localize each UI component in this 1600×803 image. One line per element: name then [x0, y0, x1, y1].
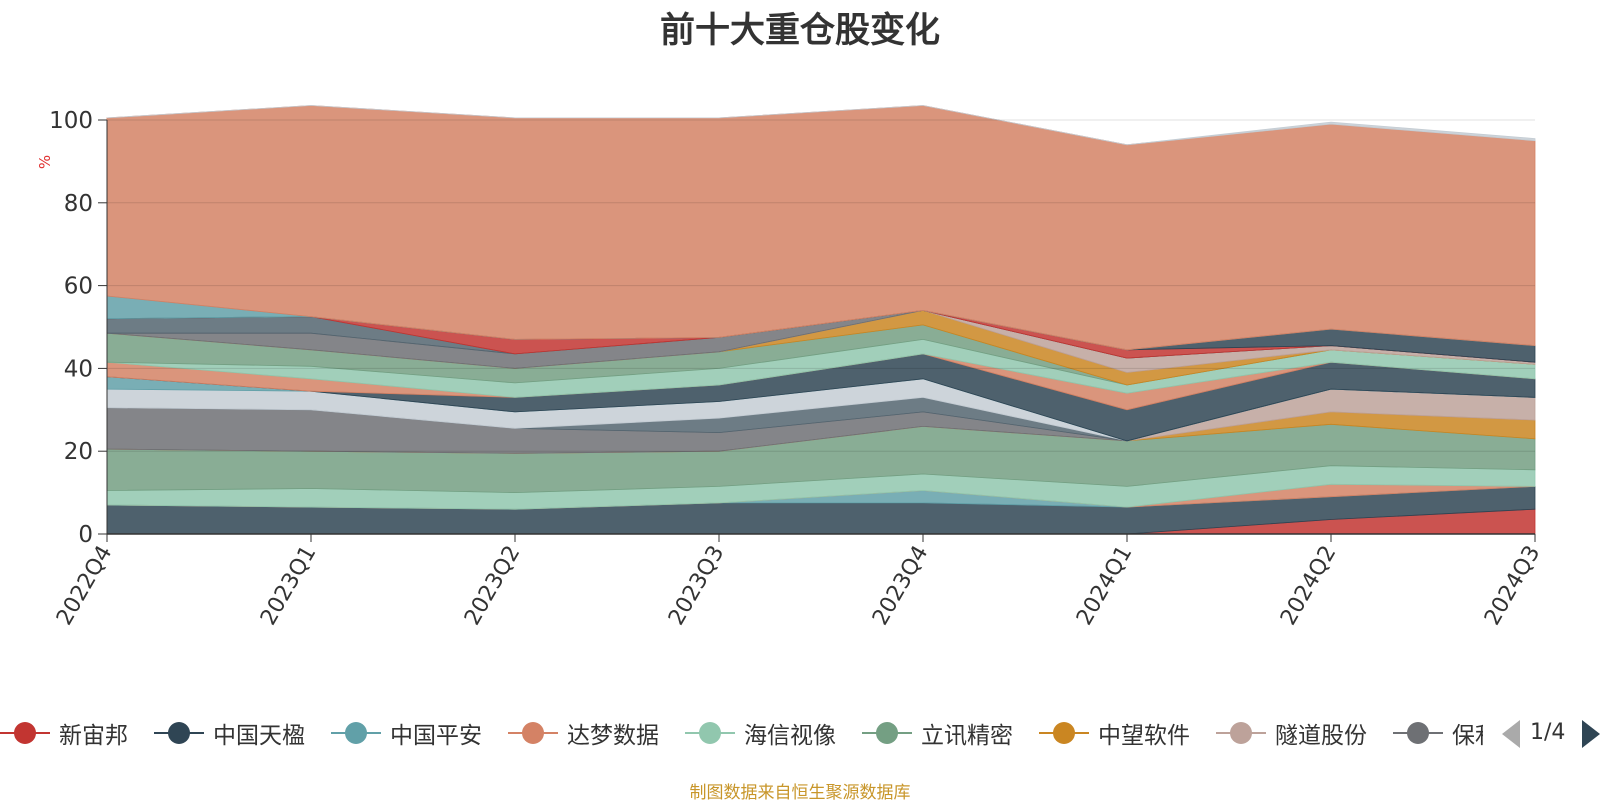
x-tick-label: 2024Q1: [1072, 542, 1137, 630]
legend-item[interactable]: 中国天楹: [154, 708, 305, 758]
legend-marker-icon: [331, 721, 381, 745]
x-tick-label: 2024Q2: [1276, 542, 1341, 630]
legend-item[interactable]: 保利发展: [1393, 708, 1483, 758]
legend-label: 新宙邦: [59, 723, 128, 749]
legend-label: 中国天楹: [213, 723, 305, 749]
legend-label: 中望软件: [1098, 723, 1190, 749]
area-series-23: [106, 105, 1536, 351]
y-tick-label: 20: [64, 439, 93, 465]
y-tick-label: 80: [64, 191, 93, 217]
legend-next-page-icon[interactable]: [1582, 720, 1600, 748]
data-source-note: 制图数据来自恒生聚源数据库: [689, 783, 911, 803]
legend-marker-icon: [685, 721, 735, 745]
legend-marker-icon: [154, 721, 204, 745]
area-chart: 0 20 40 60 80 100% 2022Q4 2023Q1 2023Q2 2023Q3 202…: [36, 105, 1545, 630]
legend-item[interactable]: 达梦数据: [508, 708, 659, 758]
legend-item[interactable]: 海信视像: [685, 708, 836, 758]
legend-marker-icon: [1216, 721, 1266, 745]
x-tick-label: 2022Q4: [52, 542, 117, 630]
legend-items: 新宙邦 中国天楹 中国平安 达梦数据 海信视像 立讯精密 中望软件 隧道股份 保利发展: [0, 708, 1483, 758]
legend-item[interactable]: 中望软件: [1039, 708, 1190, 758]
legend-label: 中国平安: [390, 723, 482, 749]
legend: 新宙邦 中国天楹 中国平安 达梦数据 海信视像 立讯精密 中望软件 隧道股份 保利发展 1/4: [0, 708, 1600, 758]
legend-item[interactable]: 隧道股份: [1216, 708, 1367, 758]
chart-title: 前十大重仓股变化: [659, 11, 940, 51]
legend-page-indicator: 1/4: [1530, 720, 1566, 745]
legend-prev-page-icon[interactable]: [1502, 720, 1520, 748]
legend-marker-icon: [1393, 721, 1443, 745]
legend-label: 隧道股份: [1275, 723, 1367, 749]
y-tick-label: 60: [64, 274, 93, 300]
legend-marker-icon: [0, 721, 50, 745]
x-tick-label: 2023Q3: [664, 542, 729, 630]
legend-label: 立讯精密: [921, 723, 1013, 749]
x-tick-label: 2024Q3: [1480, 542, 1545, 630]
legend-marker-icon: [508, 721, 558, 745]
x-tick-label: 2023Q1: [256, 542, 321, 630]
legend-marker-icon: [862, 721, 912, 745]
legend-label: 保利发展: [1452, 723, 1483, 749]
y-axis-label: %: [36, 155, 54, 169]
y-tick-label: 0: [78, 522, 93, 548]
area-series-24: [106, 105, 1536, 146]
legend-item[interactable]: 新宙邦: [0, 708, 128, 758]
legend-item[interactable]: 中国平安: [331, 708, 482, 758]
x-tick-label: 2023Q4: [868, 542, 933, 630]
legend-item[interactable]: 立讯精密: [862, 708, 1013, 758]
y-tick-label: 40: [64, 356, 93, 382]
legend-label: 海信视像: [744, 723, 836, 749]
y-tick-label: 100: [49, 108, 93, 134]
legend-label: 达梦数据: [567, 723, 659, 749]
x-tick-label: 2023Q2: [460, 542, 525, 630]
legend-marker-icon: [1039, 721, 1089, 745]
